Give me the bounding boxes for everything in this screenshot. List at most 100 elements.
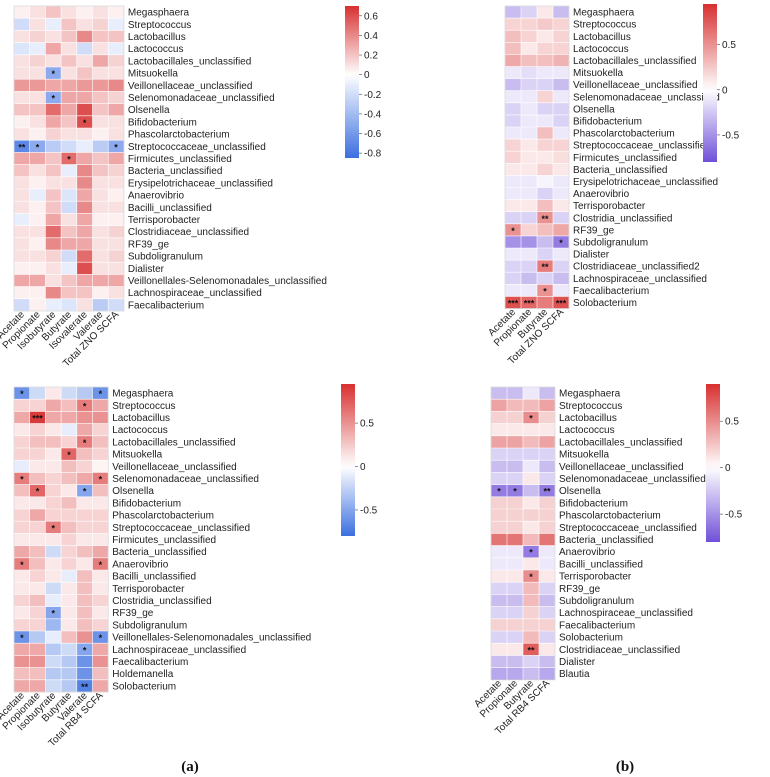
heatmap-cell [553, 211, 570, 225]
row-label: Olsenella [573, 104, 615, 115]
heatmap-cell [29, 594, 46, 607]
heatmap-cell [505, 54, 522, 67]
heatmap-cell [14, 533, 30, 546]
heatmap-cell [521, 66, 538, 79]
heatmap-border [490, 386, 556, 681]
heatmap-cell [14, 606, 30, 620]
heatmap-cell [45, 545, 62, 559]
heatmap-cell [14, 411, 30, 424]
heatmap-cell [523, 509, 540, 522]
heatmap-cell [61, 213, 78, 226]
heatmap-cell [523, 399, 540, 412]
row-label: Mitsuokella [128, 69, 178, 80]
heatmap-cell [29, 618, 46, 632]
heatmap-cell [76, 176, 93, 190]
heatmap-cell [108, 189, 125, 202]
heatmap-cell [491, 496, 508, 510]
heatmap-cell [491, 545, 508, 559]
heatmap-cell [14, 54, 30, 68]
heatmap-cell [523, 631, 540, 644]
heatmap-cell [507, 631, 524, 644]
row-label: Phascolarctobacterium [112, 511, 214, 522]
row-label: Dialister [128, 264, 165, 275]
heatmap-cell [29, 189, 46, 202]
significance-mark: * [20, 633, 24, 643]
heatmap-cell [108, 176, 125, 190]
heatmap-cell [553, 42, 570, 55]
heatmap-cell [507, 655, 524, 668]
heatmap-cell [521, 248, 538, 261]
heatmap-cell [76, 496, 93, 510]
heatmap-cell [92, 67, 109, 80]
row-label: Streptococcus [573, 20, 636, 31]
heatmap-cell [14, 298, 30, 312]
heatmap-cell [553, 102, 570, 116]
heatmap-cell [61, 189, 78, 202]
colorbar [345, 6, 359, 158]
heatmap-cell [45, 6, 62, 19]
heatmap-cell [92, 6, 109, 19]
heatmap-cell [14, 213, 30, 226]
heatmap-cell [505, 296, 522, 309]
heatmap-cell [29, 582, 46, 595]
heatmap-cell [45, 594, 62, 607]
panel-label-a: (a) [181, 759, 199, 775]
heatmap-cell [61, 91, 78, 104]
heatmap-cell [507, 557, 524, 571]
row-label: Clostridia_unclassified [112, 596, 212, 607]
heatmap-cell [108, 298, 125, 312]
heatmap-cell [76, 460, 93, 473]
heatmap-cell [76, 189, 93, 202]
heatmap-cell [553, 223, 570, 237]
heatmap-cell [108, 18, 125, 31]
heatmap-cell [29, 237, 46, 251]
heatmap-cell [76, 399, 93, 412]
row-label: Lactococcus [128, 44, 184, 55]
heatmap-cell [521, 127, 538, 140]
row-label: Lactobacillales_unclassified [112, 437, 235, 448]
heatmap-cell [491, 509, 508, 522]
row-label: Phascolarctobacterium [573, 129, 675, 140]
heatmap-cell [14, 643, 30, 656]
heatmap-cell [92, 435, 109, 449]
heatmap-cell [539, 606, 556, 620]
heatmap-cell [29, 448, 46, 461]
heatmap-cell [61, 128, 78, 141]
heatmap-cell [92, 42, 109, 56]
heatmap-cell [76, 618, 93, 632]
heatmap-cell [108, 274, 125, 287]
heatmap-cell [537, 163, 554, 176]
heatmap-cell [45, 152, 62, 165]
heatmap-cell [14, 189, 30, 202]
heatmap-cell [61, 152, 78, 165]
row-label: Veillonellaceae_unclassified [128, 81, 253, 92]
heatmap-cell [505, 78, 522, 91]
significance-mark: * [36, 487, 40, 497]
heatmap-cell [92, 115, 109, 129]
row-label: Lactobacillus [128, 32, 186, 43]
heatmap-cell [92, 557, 109, 571]
heatmap-cell [108, 201, 125, 214]
heatmap-cell [92, 152, 109, 165]
heatmap-cell [505, 6, 522, 19]
heatmap-cell [14, 152, 30, 165]
heatmap-cell [539, 667, 556, 681]
heatmap-cell [45, 140, 62, 153]
heatmap-cell [537, 211, 554, 225]
heatmap-cell [76, 679, 93, 693]
heatmap-cell [45, 570, 62, 583]
heatmap-cell [29, 631, 46, 644]
heatmap-cell [29, 18, 46, 31]
heatmap-cell [14, 201, 30, 214]
heatmap-cell [92, 164, 109, 178]
heatmap-cell [507, 472, 524, 485]
heatmap-cell [61, 435, 78, 449]
heatmap-cell [539, 472, 556, 485]
heatmap-cell [61, 18, 78, 31]
heatmap-cell [507, 570, 524, 583]
heatmap-cell [539, 618, 556, 632]
heatmap-cell [537, 199, 554, 212]
heatmap-cell [76, 411, 93, 424]
heatmap-cell [523, 545, 540, 559]
colorbar-tick-label: 0 [722, 85, 728, 96]
